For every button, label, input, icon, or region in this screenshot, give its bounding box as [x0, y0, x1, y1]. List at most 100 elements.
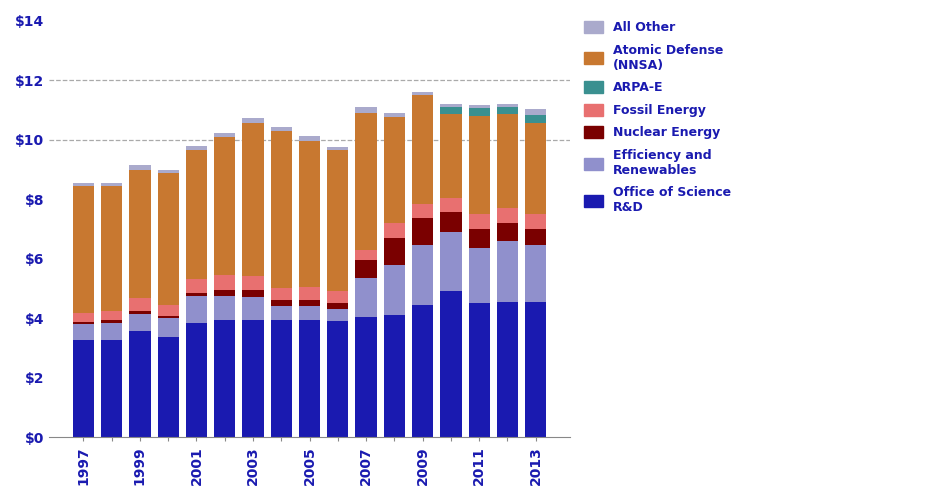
Bar	[214, 275, 235, 290]
Bar	[129, 170, 150, 298]
Bar	[101, 340, 122, 437]
Bar	[356, 108, 377, 112]
Bar	[299, 287, 320, 300]
Bar	[440, 104, 461, 107]
Bar	[384, 315, 405, 437]
Bar	[73, 340, 94, 437]
Bar	[186, 296, 207, 322]
Bar	[129, 298, 150, 311]
Bar	[101, 320, 122, 322]
Bar	[356, 278, 377, 316]
Bar	[497, 208, 518, 223]
Bar	[186, 150, 207, 280]
Bar	[412, 204, 433, 218]
Bar	[440, 212, 461, 232]
Bar	[356, 316, 377, 437]
Bar	[384, 223, 405, 238]
Bar	[214, 320, 235, 437]
Bar	[242, 276, 264, 290]
Bar	[271, 300, 292, 306]
Bar	[440, 232, 461, 292]
Bar	[497, 107, 518, 114]
Bar	[525, 214, 546, 229]
Bar	[412, 304, 433, 437]
Bar	[412, 245, 433, 304]
Bar	[384, 238, 405, 264]
Bar	[327, 321, 348, 437]
Bar	[469, 229, 490, 248]
Bar	[129, 166, 150, 170]
Bar	[440, 198, 461, 212]
Bar	[186, 146, 207, 150]
Bar	[101, 186, 122, 311]
Bar	[412, 218, 433, 245]
Bar	[73, 312, 94, 322]
Bar	[271, 130, 292, 288]
Bar	[158, 170, 179, 173]
Bar	[271, 126, 292, 130]
Bar	[242, 320, 264, 437]
Bar	[356, 260, 377, 278]
Bar	[299, 320, 320, 437]
Bar	[525, 110, 546, 115]
Bar	[299, 300, 320, 306]
Bar	[327, 147, 348, 150]
Bar	[242, 290, 264, 297]
Bar	[327, 292, 348, 303]
Bar	[242, 297, 264, 320]
Bar	[412, 95, 433, 204]
Bar	[327, 303, 348, 309]
Bar	[73, 186, 94, 312]
Bar	[384, 114, 405, 117]
Bar	[101, 311, 122, 320]
Bar	[214, 133, 235, 136]
Bar	[129, 332, 150, 437]
Bar	[356, 112, 377, 250]
Bar	[214, 136, 235, 275]
Bar	[497, 104, 518, 107]
Bar	[271, 320, 292, 437]
Bar	[327, 309, 348, 321]
Bar	[73, 322, 94, 324]
Bar	[497, 240, 518, 302]
Bar	[469, 106, 490, 108]
Bar	[525, 229, 546, 245]
Bar	[384, 264, 405, 315]
Bar	[384, 117, 405, 223]
Bar	[525, 115, 546, 123]
Bar	[497, 223, 518, 240]
Bar	[299, 306, 320, 320]
Bar	[412, 92, 433, 95]
Bar	[73, 324, 94, 340]
Bar	[299, 141, 320, 287]
Bar	[242, 118, 264, 123]
Bar	[186, 280, 207, 293]
Bar	[242, 123, 264, 276]
Legend: All Other, Atomic Defense
(NNSA), ARPA-E, Fossil Energy, Nuclear Energy, Efficie: All Other, Atomic Defense (NNSA), ARPA-E…	[582, 18, 734, 216]
Bar	[440, 114, 461, 198]
Bar	[497, 114, 518, 208]
Bar	[158, 318, 179, 338]
Bar	[186, 293, 207, 296]
Bar	[271, 288, 292, 300]
Bar	[525, 302, 546, 437]
Bar	[158, 306, 179, 316]
Bar	[469, 108, 490, 116]
Bar	[186, 322, 207, 437]
Bar	[158, 173, 179, 306]
Bar	[214, 290, 235, 296]
Bar	[214, 296, 235, 320]
Bar	[129, 314, 150, 332]
Bar	[73, 184, 94, 186]
Bar	[101, 184, 122, 186]
Bar	[469, 303, 490, 437]
Bar	[271, 306, 292, 320]
Bar	[469, 116, 490, 214]
Bar	[469, 248, 490, 303]
Bar	[299, 136, 320, 141]
Bar	[525, 123, 546, 214]
Bar	[129, 311, 150, 314]
Bar	[525, 245, 546, 302]
Bar	[440, 107, 461, 114]
Bar	[356, 250, 377, 260]
